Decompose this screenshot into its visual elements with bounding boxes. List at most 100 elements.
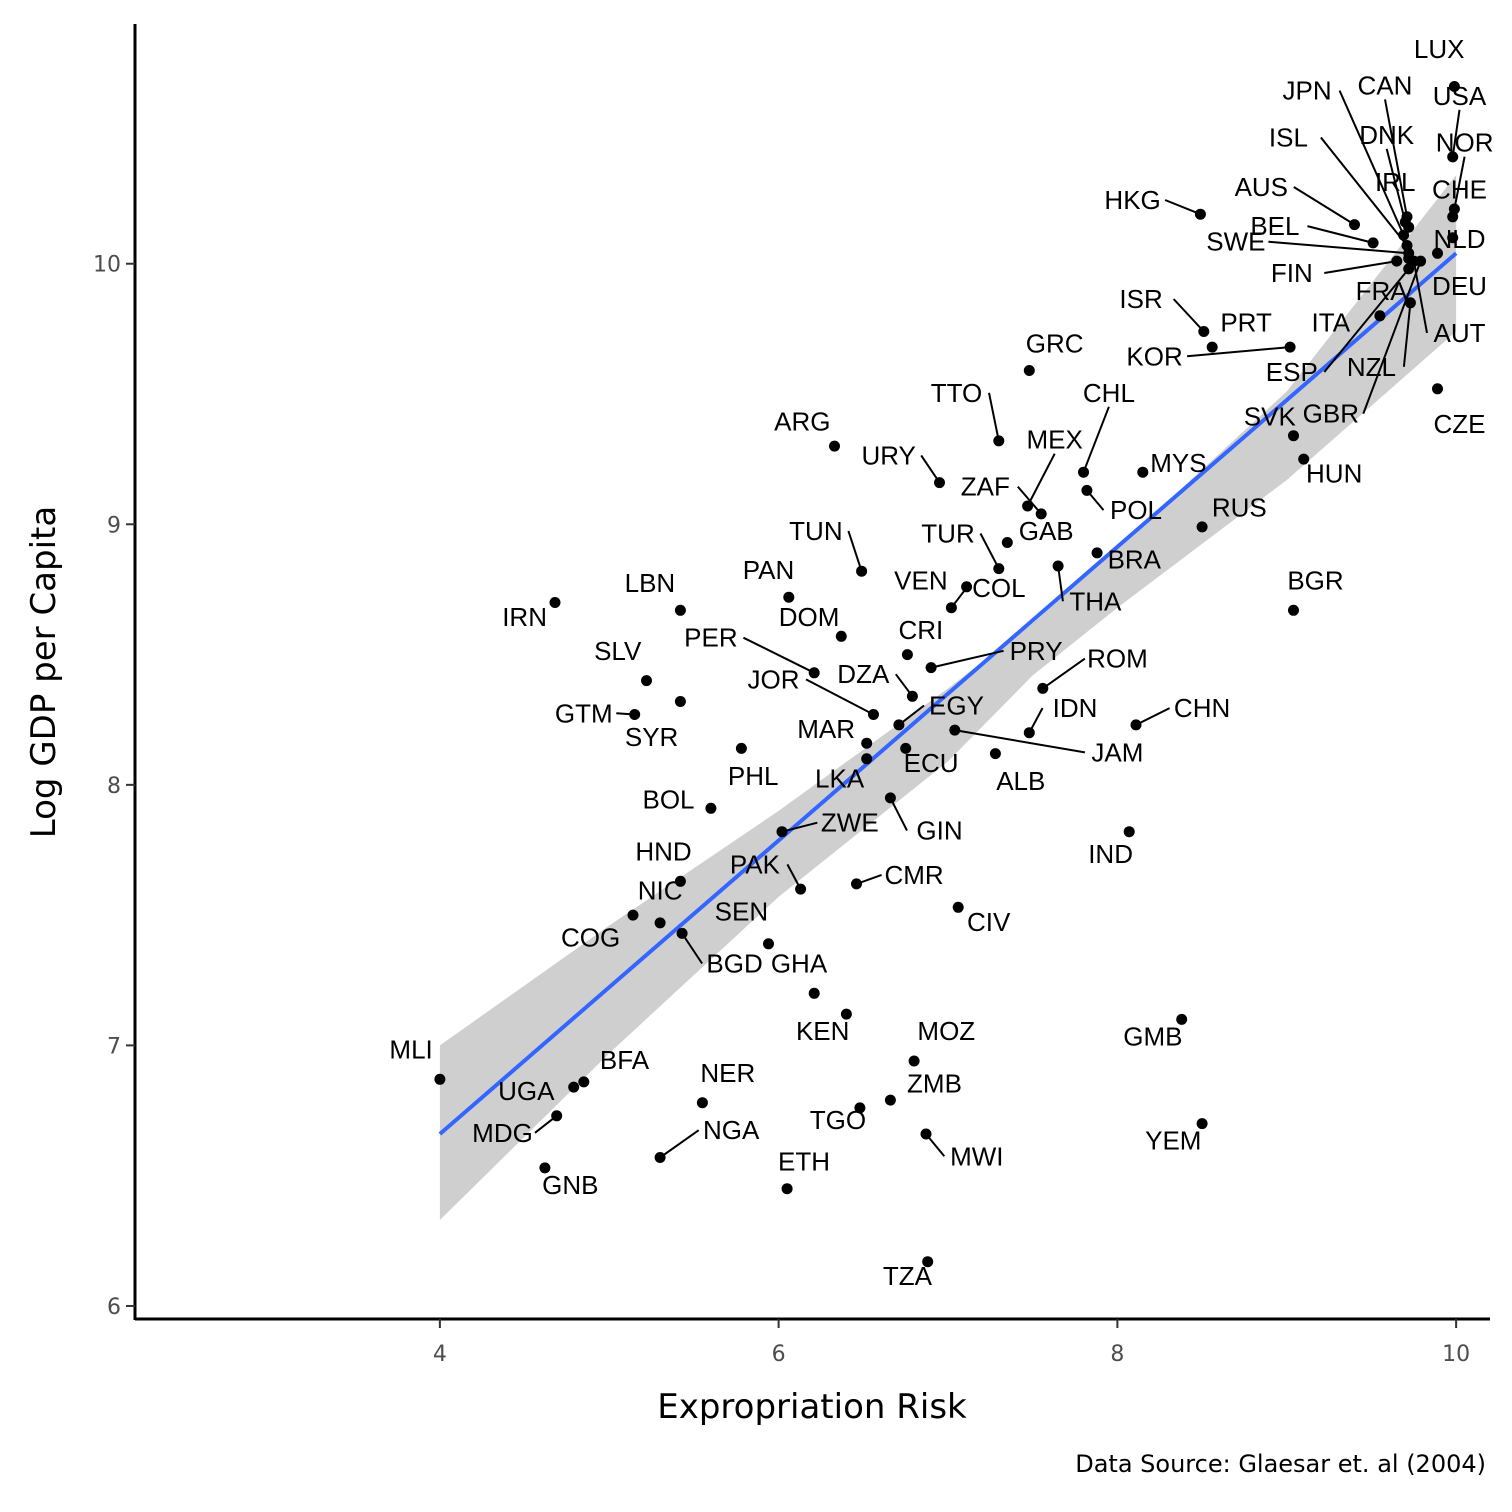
point-lbn: [674, 604, 686, 616]
x-tick-label-8: 8: [1110, 1342, 1124, 1367]
y-tick-label-10: 10: [93, 253, 121, 278]
label-eth: ETH: [778, 1147, 830, 1177]
y-axis-title: Log GDP per Capita: [24, 506, 64, 838]
point-cog: [627, 909, 639, 921]
label-jpn: JPN: [1283, 76, 1332, 106]
label-mdg: MDG: [472, 1118, 533, 1148]
point-idn: [1023, 727, 1035, 739]
leader-line-tto: [988, 392, 1000, 442]
label-aut: AUT: [1434, 318, 1486, 348]
point-mwi: [920, 1128, 932, 1140]
label-hnd: HND: [635, 836, 691, 866]
label-deu: DEU: [1432, 271, 1487, 301]
point-aus: [1349, 219, 1360, 231]
label-nic: NIC: [638, 876, 683, 906]
label-cze: CZE: [1434, 409, 1486, 439]
ribbon-area: [439, 175, 1457, 1221]
label-tza: TZA: [883, 1261, 933, 1291]
label-lbn: LBN: [625, 568, 676, 598]
point-ven: [961, 581, 973, 593]
point-prt: [1206, 341, 1218, 353]
label-nzl: NZL: [1347, 352, 1396, 382]
label-bel: BEL: [1250, 211, 1299, 241]
point-ind: [1123, 826, 1135, 838]
label-phl: PHL: [728, 761, 779, 791]
point-tur: [993, 563, 1005, 575]
label-pak: PAK: [730, 849, 781, 879]
label-ita: ITA: [1312, 308, 1351, 338]
label-usa: USA: [1433, 81, 1487, 111]
point-fin: [1391, 255, 1403, 267]
leader-line-nga: [659, 1129, 700, 1159]
point-gtm: [629, 709, 641, 720]
point-esp: [1403, 263, 1415, 275]
label-bgr: BGR: [1287, 565, 1343, 595]
x-tick-label-10: 10: [1442, 1342, 1470, 1367]
point-nzl: [1404, 297, 1416, 309]
label-alb: ALB: [996, 766, 1045, 796]
point-bra: [1091, 547, 1103, 559]
label-yem: YEM: [1145, 1126, 1201, 1156]
leader-line-jam: [954, 729, 1086, 754]
label-ner: NER: [700, 1058, 755, 1088]
point-tza: [922, 1256, 934, 1268]
label-svk: SVK: [1244, 401, 1297, 431]
label-cmr: CMR: [884, 860, 943, 890]
point-ita: [1374, 310, 1386, 322]
label-dza: DZA: [837, 659, 890, 689]
point-gmb: [1176, 1013, 1188, 1025]
label-dom: DOM: [779, 602, 840, 632]
point-fra: [1403, 253, 1415, 264]
point-civ: [952, 901, 964, 913]
label-syr: SYR: [625, 722, 678, 752]
leader-line-tur: [979, 533, 1000, 570]
label-rus: RUS: [1212, 493, 1267, 523]
label-nga: NGA: [703, 1115, 760, 1145]
point-irn: [549, 597, 561, 608]
leader-line-kor: [1187, 346, 1291, 358]
leader-line-fin: [1324, 260, 1397, 274]
point-chn: [1130, 719, 1142, 731]
point-egy: [893, 719, 905, 731]
point-cze: [1432, 383, 1443, 395]
label-jor: JOR: [748, 664, 800, 694]
point-mex: [1022, 500, 1034, 512]
point-sen: [763, 938, 774, 950]
leader-line-isr: [1172, 298, 1205, 333]
label-slv: SLV: [594, 636, 642, 666]
point-bfa: [578, 1076, 590, 1088]
leader-line-swe: [1268, 240, 1409, 255]
label-ind: IND: [1088, 839, 1133, 869]
point-pry: [925, 662, 937, 674]
leader-line-tha: [1057, 565, 1064, 602]
point-tgo: [854, 1102, 866, 1114]
leader-line-chn: [1135, 707, 1171, 726]
label-che: CHE: [1432, 175, 1487, 205]
label-lux: LUX: [1414, 34, 1465, 64]
label-chn: CHN: [1174, 693, 1230, 723]
leader-line-gbr: [1362, 260, 1422, 415]
point-jpn: [1398, 229, 1410, 241]
data-points: [434, 81, 1460, 1268]
point-pan: [783, 591, 795, 603]
point-mys: [1137, 466, 1149, 478]
point-bol: [705, 802, 717, 814]
label-chl: CHL: [1083, 378, 1135, 408]
point-hun: [1298, 453, 1310, 465]
point-gin: [884, 792, 896, 804]
label-gbr: GBR: [1303, 399, 1359, 429]
leader-line-zaf: [1017, 485, 1042, 515]
label-bol: BOL: [642, 784, 694, 814]
label-bgd: BGD: [706, 949, 762, 979]
label-gab: GAB: [1019, 516, 1074, 546]
point-isr: [1198, 326, 1210, 337]
label-tto: TTO: [931, 378, 983, 408]
label-gin: GIN: [916, 816, 962, 846]
y-tick-label-7: 7: [107, 1034, 121, 1059]
label-kor: KOR: [1126, 341, 1182, 371]
label-dnk: DNK: [1359, 120, 1415, 150]
label-gtm: GTM: [555, 698, 613, 728]
data-source-caption: Data Source: Glaesar et. al (2004): [1075, 1450, 1486, 1478]
point-gab: [1001, 537, 1013, 548]
label-idn: IDN: [1053, 693, 1098, 723]
